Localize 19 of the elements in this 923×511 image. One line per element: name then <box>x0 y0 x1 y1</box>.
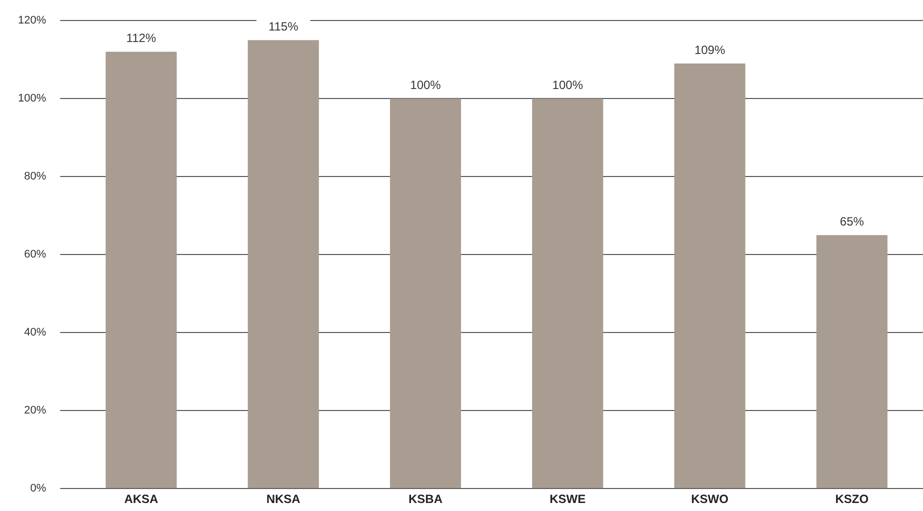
y-tick-label: 60% <box>24 248 46 261</box>
data-label: 65% <box>840 214 864 228</box>
y-tick-label: 20% <box>24 404 46 417</box>
data-label: 100% <box>410 78 442 92</box>
x-tick-label: KSBA <box>408 492 443 506</box>
y-tick-label: 120% <box>18 14 46 27</box>
y-tick-label: 100% <box>18 92 46 105</box>
data-label: 100% <box>552 78 584 92</box>
data-label: 112% <box>126 31 156 46</box>
y-tick-label: 80% <box>24 170 46 183</box>
x-tick-label: KSWO <box>691 492 728 506</box>
data-label: 109% <box>694 42 726 57</box>
y-tick-label: 0% <box>30 482 46 495</box>
y-tick-label: 40% <box>24 326 46 339</box>
data-label: 115% <box>268 19 299 34</box>
x-tick-label: AKSA <box>124 492 159 506</box>
x-tick-label: NKSA <box>266 492 301 506</box>
x-tick-label: KSZO <box>835 492 869 506</box>
x-tick-label: KSWE <box>550 492 586 506</box>
